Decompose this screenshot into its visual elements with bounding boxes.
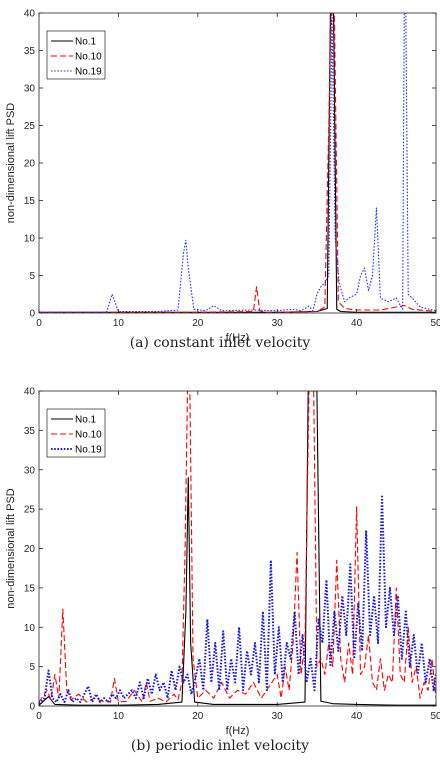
series-line-no1 [39,391,436,706]
x-tick-label: 50 [430,318,440,329]
x-axis-label: f(Hz) [226,725,250,737]
x-tick-label: 0 [36,318,42,329]
y-tick-label: 40 [24,387,36,398]
x-tick-label: 0 [36,711,42,722]
y-tick-label: 0 [29,702,35,713]
legend-box [46,30,106,80]
legend: No.1 No.10 No.19 [46,30,106,80]
x-tick-label: 30 [272,318,284,329]
x-tick-label: 20 [192,711,204,722]
y-tick-label: 40 [24,9,36,20]
y-tick-label: 30 [24,465,36,476]
y-tick-label: 10 [24,234,36,245]
y-tick-label: 20 [24,159,36,170]
figure-caption: (b) periodic inlet velocity [131,738,309,754]
y-axis-label: non-dimensional lift PSD [5,103,17,224]
y-tick-label: 15 [24,583,36,594]
x-tick-label: 40 [351,711,363,722]
legend-box [46,408,106,458]
series-line-no19 [39,13,436,313]
legend-label: No.1 [75,415,97,426]
y-tick-label: 35 [24,46,36,57]
series-line-no19 [39,493,436,705]
y-tick-label: 15 [24,196,36,207]
x-tick-label: 10 [113,318,125,329]
legend-label: No.19 [75,67,102,78]
x-tick-label: 20 [192,318,204,329]
y-tick-label: 30 [24,84,36,95]
y-tick-label: 0 [29,309,35,320]
legend-label: No.10 [75,430,102,441]
legend-label: No.1 [75,37,97,48]
legend-label: No.19 [75,445,102,456]
y-tick-label: 5 [29,271,35,282]
y-tick-label: 5 [29,662,35,673]
y-tick-label: 25 [24,121,36,132]
y-tick-label: 10 [24,623,36,634]
x-tick-label: 30 [272,711,284,722]
legend-label: No.10 [75,52,102,63]
legend: No.1 No.10 No.19 [46,408,106,458]
chart-panel-b: 0 10 20 30 40 50 0 5 10 15 20 25 30 35 40 f(Hz) non-dime… [5,387,440,755]
x-tick-label: 50 [430,711,440,722]
x-tick-label: 10 [113,711,125,722]
x-tick-label: 40 [351,318,363,329]
figure-caption: (a) constant inlet velocity [130,335,311,351]
x-axis-label: f(Hz) [226,332,250,344]
y-tick-label: 25 [24,505,36,516]
y-axis-label: non-dimensional lift PSD [5,488,17,609]
y-tick-label: 35 [24,426,36,437]
y-tick-label: 20 [24,544,36,555]
chart-panel-a: 0 10 20 30 40 50 0 5 10 15 20 25 30 35 40 f(Hz) non-dime… [5,9,440,352]
